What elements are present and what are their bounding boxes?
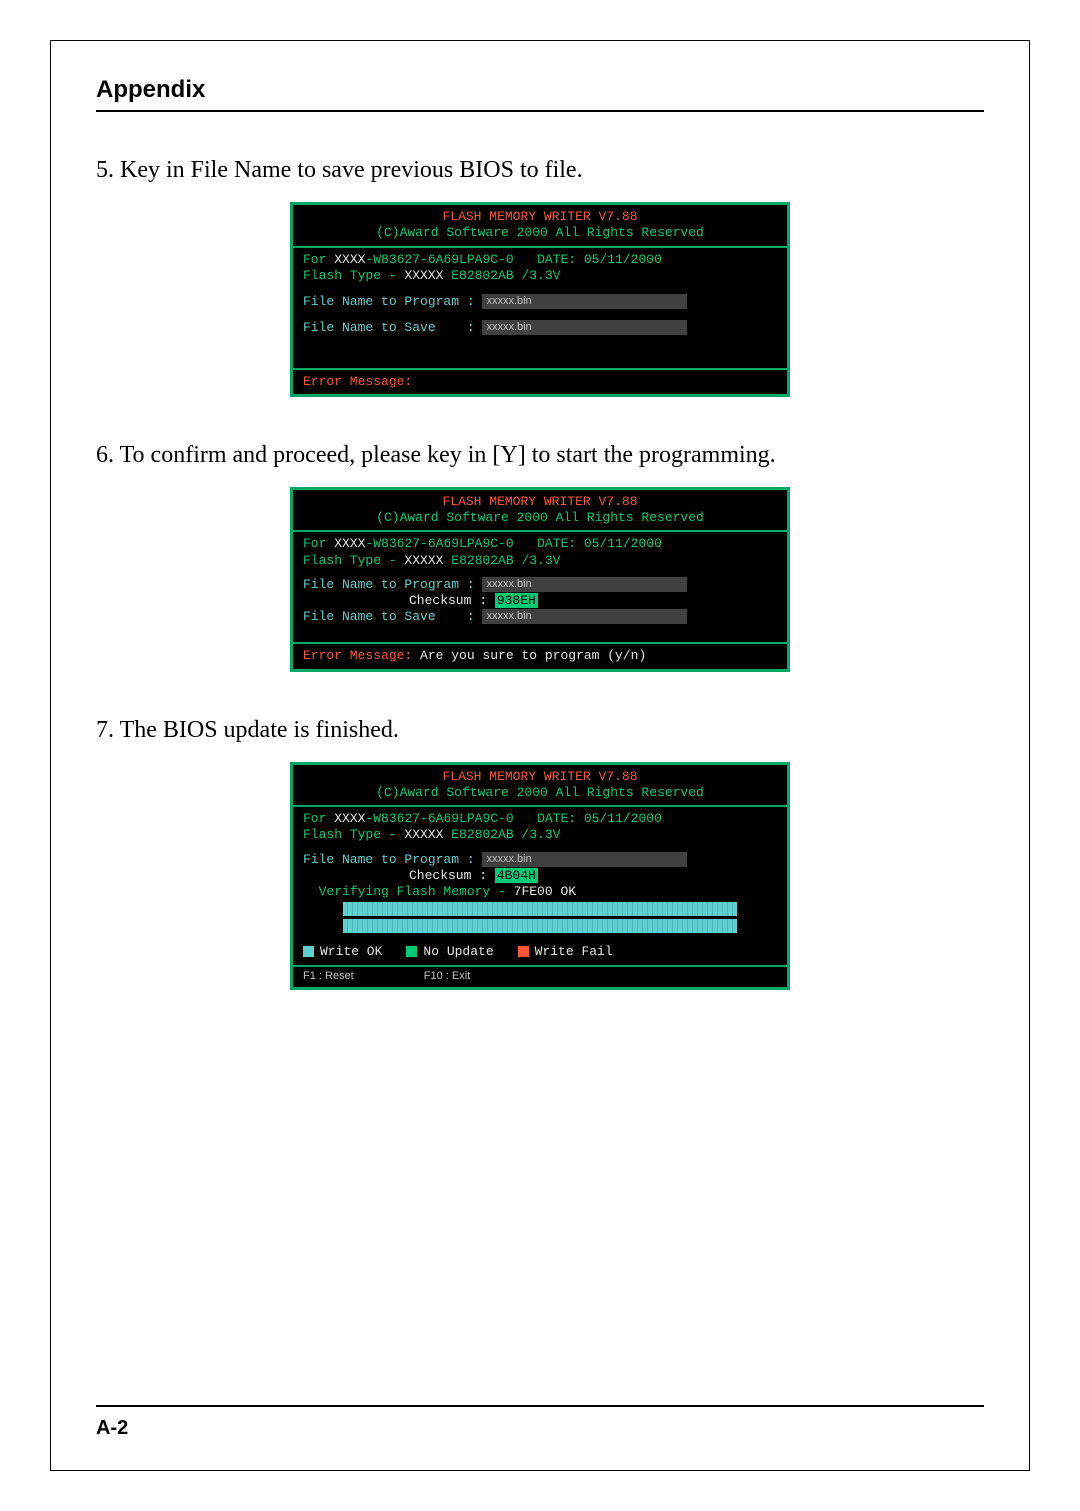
- verify-value: 7FE00 OK: [514, 884, 576, 899]
- function-keys: F1 : Reset F10 : Exit: [293, 967, 787, 988]
- flash-type-line: Flash Type - XXXXX E82802AB /3.3V: [303, 268, 777, 284]
- terminal-title: FLASH MEMORY WRITER V7.88: [303, 769, 777, 785]
- terminal-copyright: (C)Award Software 2000 All Rights Reserv…: [303, 510, 777, 526]
- file-save-input: xxxxx.bin: [482, 320, 687, 335]
- terminal-copyright: (C)Award Software 2000 All Rights Reserv…: [303, 785, 777, 801]
- terminal-1-error: Error Message:: [293, 370, 787, 394]
- legend-box-ok: [303, 946, 314, 957]
- checksum-value: 4B04H: [495, 868, 538, 883]
- progress-bars: [293, 900, 787, 942]
- file-program-line: File Name to Program : xxxxx.bin: [303, 852, 777, 868]
- terminal-1: FLASH MEMORY WRITER V7.88 (C)Award Softw…: [290, 202, 790, 397]
- terminal-2-body: For XXXX-W83627-6A69LPA9C-0 DATE: 05/11/…: [293, 532, 787, 642]
- legend-write-ok: Write OK: [303, 944, 382, 960]
- flash-type-line: Flash Type - XXXXX E82802AB /3.3V: [303, 827, 777, 843]
- legend-box-no: [406, 946, 417, 957]
- terminal-3: FLASH MEMORY WRITER V7.88 (C)Award Softw…: [290, 762, 790, 991]
- checksum-value: 938EH: [495, 593, 538, 608]
- file-program-input: xxxxx.bin: [482, 852, 687, 867]
- file-program-input: xxxxx.bin: [482, 577, 687, 592]
- file-save-line: File Name to Save : xxxxx.bin: [303, 320, 777, 336]
- terminal-title: FLASH MEMORY WRITER V7.88: [303, 209, 777, 225]
- checksum-line: Checksum : 938EH: [303, 593, 777, 609]
- terminal-2: FLASH MEMORY WRITER V7.88 (C)Award Softw…: [290, 487, 790, 672]
- f1-reset: F1 : Reset: [303, 970, 354, 984]
- terminal-3-header: FLASH MEMORY WRITER V7.88 (C)Award Softw…: [293, 765, 787, 806]
- file-program-input: xxxxx.bin: [482, 294, 687, 309]
- terminal-title: FLASH MEMORY WRITER V7.88: [303, 494, 777, 510]
- terminal-3-wrap: FLASH MEMORY WRITER V7.88 (C)Award Softw…: [96, 762, 984, 991]
- error-label: Error Message:: [303, 648, 412, 663]
- terminal-2-error: Error Message: Are you sure to program (…: [293, 644, 787, 668]
- terminal-2-wrap: FLASH MEMORY WRITER V7.88 (C)Award Softw…: [96, 487, 984, 672]
- progress-bar-1: [343, 902, 737, 916]
- page-frame: Appendix 5. Key in File Name to save pre…: [50, 40, 1030, 1471]
- legend-write-fail: Write Fail: [518, 944, 613, 960]
- f10-exit: F10 : Exit: [424, 970, 470, 984]
- terminal-1-header: FLASH MEMORY WRITER V7.88 (C)Award Softw…: [293, 205, 787, 246]
- file-program-line: File Name to Program : xxxxx.bin: [303, 294, 777, 310]
- for-line: For XXXX-W83627-6A69LPA9C-0 DATE: 05/11/…: [303, 252, 777, 268]
- for-line: For XXXX-W83627-6A69LPA9C-0 DATE: 05/11/…: [303, 811, 777, 827]
- step-6-text: 6. To confirm and proceed, please key in…: [96, 442, 984, 469]
- page-title: Appendix: [96, 76, 984, 112]
- step-5-text: 5. Key in File Name to save previous BIO…: [96, 157, 984, 184]
- error-label: Error Message:: [303, 374, 412, 389]
- flash-type-line: Flash Type - XXXXX E82802AB /3.3V: [303, 553, 777, 569]
- legend-no-update: No Update: [406, 944, 493, 960]
- page-number: A-2: [96, 1405, 984, 1440]
- progress-bar-2: [343, 919, 737, 933]
- legend: Write OK No Update Write Fail: [293, 942, 787, 964]
- terminal-2-header: FLASH MEMORY WRITER V7.88 (C)Award Softw…: [293, 490, 787, 531]
- file-save-line: File Name to Save : xxxxx.bin: [303, 609, 777, 625]
- terminal-1-body: For XXXX-W83627-6A69LPA9C-0 DATE: 05/11/…: [293, 248, 787, 368]
- file-save-input: xxxxx.bin: [482, 609, 687, 624]
- file-program-line: File Name to Program : xxxxx.bin: [303, 577, 777, 593]
- page: Appendix 5. Key in File Name to save pre…: [0, 0, 1080, 1511]
- terminal-3-body: For XXXX-W83627-6A69LPA9C-0 DATE: 05/11/…: [293, 807, 787, 900]
- checksum-line: Checksum : 4B04H: [303, 868, 777, 884]
- legend-box-fail: [518, 946, 529, 957]
- verify-line: Verifying Flash Memory - 7FE00 OK: [303, 884, 777, 900]
- step-7-text: 7. The BIOS update is finished.: [96, 717, 984, 744]
- terminal-copyright: (C)Award Software 2000 All Rights Reserv…: [303, 225, 777, 241]
- for-line: For XXXX-W83627-6A69LPA9C-0 DATE: 05/11/…: [303, 536, 777, 552]
- error-message: Are you sure to program (y/n): [412, 648, 646, 663]
- terminal-1-wrap: FLASH MEMORY WRITER V7.88 (C)Award Softw…: [96, 202, 984, 397]
